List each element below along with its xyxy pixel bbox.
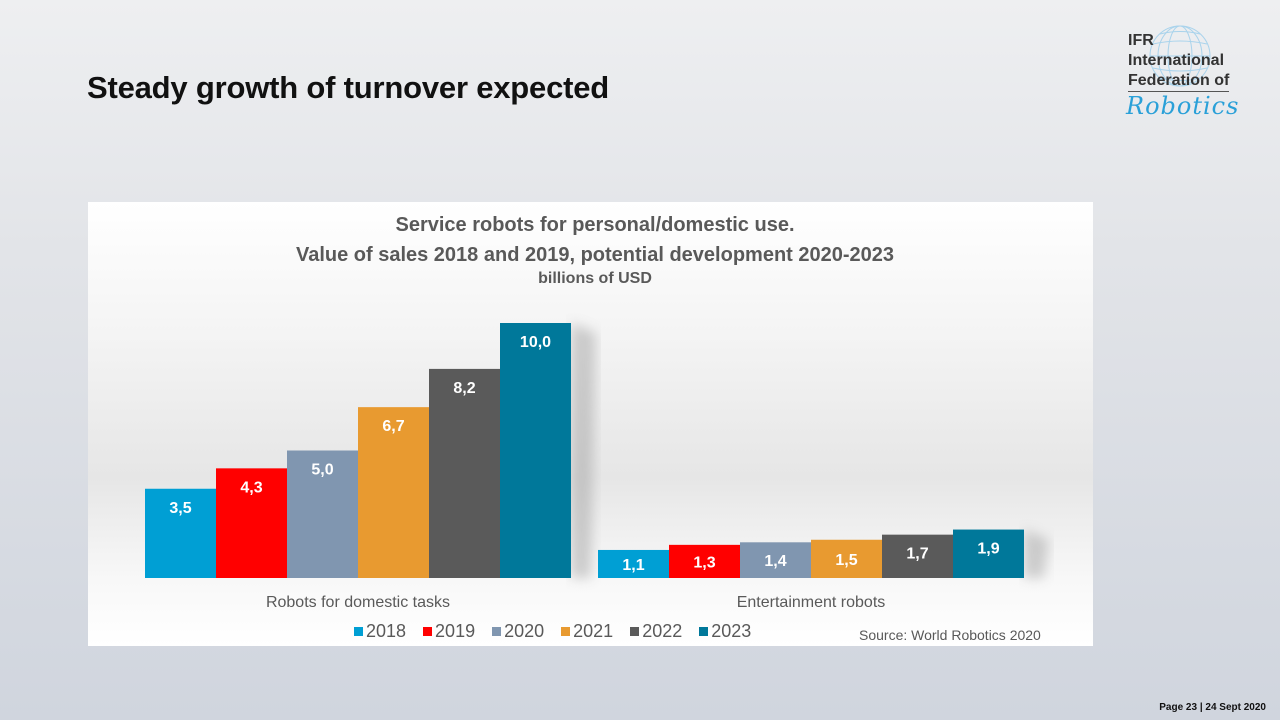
legend-label: 2021 <box>573 621 614 641</box>
bar-2021-domestic <box>358 407 429 578</box>
legend-label: 2019 <box>435 621 476 641</box>
page-footer: Page 23 | 24 Sept 2020 <box>1159 702 1266 713</box>
ifr-logo: IFR International Federation of Robotics <box>1118 24 1268 124</box>
bar-2022-domestic <box>429 368 500 578</box>
bar-shadow <box>1024 529 1049 578</box>
bar-2021-entertainment <box>811 539 882 578</box>
logo-federation: Federation of <box>1128 72 1230 92</box>
logo-international: International <box>1128 52 1225 69</box>
legend-label: 2020 <box>504 621 545 641</box>
data-label: 6,7 <box>382 418 404 435</box>
data-label: 1,5 <box>835 552 857 569</box>
legend-swatch <box>561 627 571 636</box>
data-label: 10,0 <box>520 334 551 351</box>
category-label: Entertainment robots <box>737 594 886 611</box>
bar-2023-domestic <box>500 323 571 578</box>
bar-2020-domestic <box>287 450 358 578</box>
slide-title: Steady growth of turnover expected <box>87 70 610 105</box>
data-label: 3,5 <box>169 500 191 517</box>
bar-2018-domestic <box>145 488 216 578</box>
chart-legend: 2018 2019 2020 2021 2022 2023 <box>354 621 768 642</box>
bar-2018-entertainment <box>598 549 669 578</box>
legend-label: 2022 <box>642 621 683 641</box>
data-label: 1,3 <box>693 554 715 571</box>
bar-2020-entertainment <box>740 542 811 578</box>
legend-item: 2020 <box>492 621 544 642</box>
bar-shadow <box>571 323 596 578</box>
bar-2023-entertainment <box>953 529 1024 578</box>
category-label: Robots for domestic tasks <box>266 594 450 611</box>
legend-swatch <box>699 627 709 636</box>
legend-swatch <box>630 627 640 636</box>
legend-item: 2018 <box>354 621 406 642</box>
chart-unit-label: billions of USD <box>538 270 652 287</box>
data-label: 1,4 <box>764 553 786 570</box>
bar-2019-domestic <box>216 468 287 578</box>
data-label: 4,3 <box>240 479 262 496</box>
data-label: 8,2 <box>453 380 475 397</box>
chart-title: Service robots for personal/domestic use… <box>395 214 795 236</box>
legend-item: 2023 <box>699 621 751 642</box>
legend-swatch <box>492 627 502 636</box>
legend-swatch <box>354 627 363 636</box>
data-label: 5,0 <box>311 462 333 479</box>
chart-source: Source: World Robotics 2020 <box>859 627 1041 643</box>
bar-2022-entertainment <box>882 534 953 578</box>
bar-2019-entertainment <box>669 544 740 578</box>
data-label: 1,1 <box>622 557 644 574</box>
globe-icon <box>1149 25 1211 87</box>
chart-subtitle: Value of sales 2018 and 2019, potential … <box>295 244 895 266</box>
legend-label: 2018 <box>366 621 407 641</box>
legend-label: 2023 <box>711 621 752 641</box>
legend-item: 2022 <box>630 621 682 642</box>
logo-robotics: Robotics <box>1126 92 1240 120</box>
logo-ifr: IFR <box>1128 32 1154 49</box>
data-label: 1,7 <box>906 546 928 563</box>
legend-item: 2019 <box>423 621 475 642</box>
data-label: 1,9 <box>977 541 999 558</box>
legend-swatch <box>423 627 433 636</box>
legend-item: 2021 <box>561 621 613 642</box>
